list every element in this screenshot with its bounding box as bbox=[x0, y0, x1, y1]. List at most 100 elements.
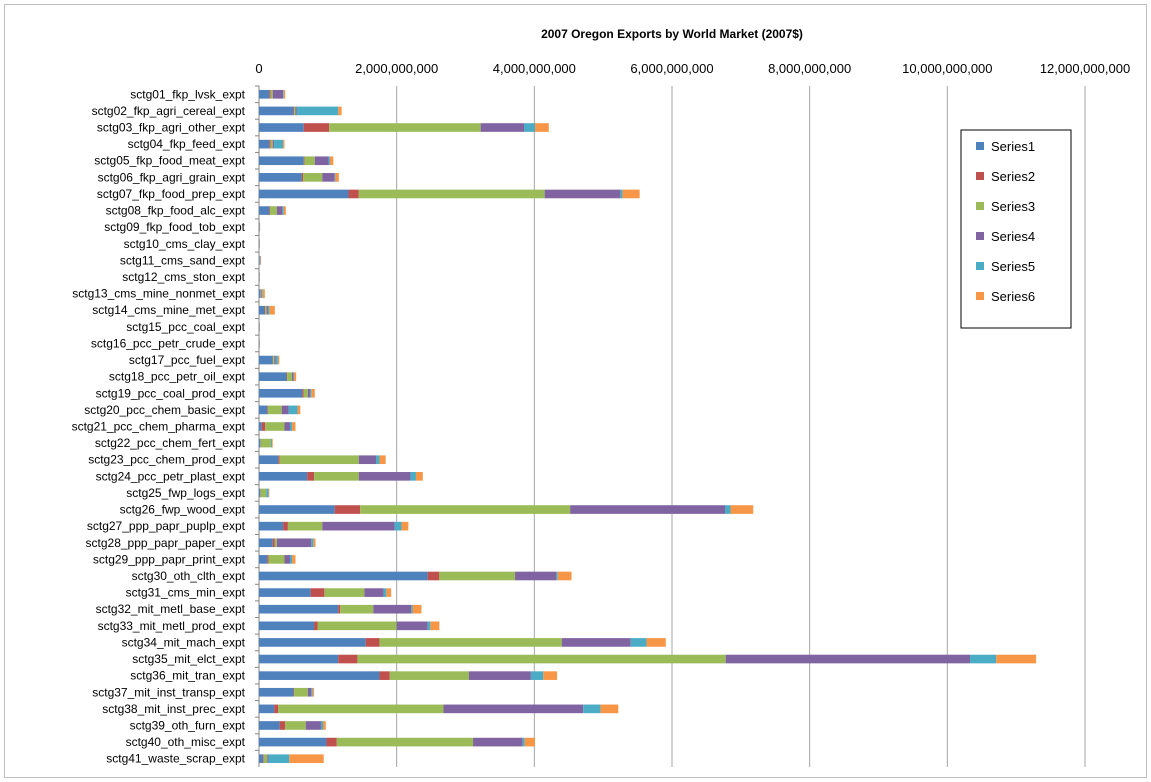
category-label: sctg26_fwp_wood_expt bbox=[120, 503, 246, 517]
bar-segment bbox=[259, 671, 380, 680]
bar-segment bbox=[278, 704, 444, 714]
bar-segment bbox=[259, 488, 261, 498]
bar-segment bbox=[530, 671, 544, 680]
bar-segment bbox=[260, 438, 272, 448]
bar-segment bbox=[283, 206, 286, 215]
chart-title: 2007 Oregon Exports by World Market (200… bbox=[541, 27, 803, 41]
bar-segment bbox=[264, 305, 266, 315]
legend-swatch bbox=[976, 232, 984, 240]
bar-segment bbox=[269, 139, 271, 149]
bar-segment bbox=[336, 737, 474, 747]
x-tick-label: 6,000,000,000 bbox=[630, 61, 713, 76]
bar-segment bbox=[267, 754, 269, 764]
x-tick-label: 12,000,000,000 bbox=[1040, 61, 1130, 76]
bar-segment bbox=[260, 289, 262, 298]
bar-segment bbox=[338, 604, 341, 614]
bar-segment bbox=[295, 106, 297, 116]
bar-segment bbox=[334, 173, 336, 182]
category-label: sctg05_fkp_food_meat_expt bbox=[94, 154, 245, 168]
bar-segment bbox=[303, 173, 323, 182]
bar-segment bbox=[730, 505, 754, 514]
bar-segment bbox=[270, 89, 273, 99]
bar-segment bbox=[294, 372, 297, 381]
x-axis: 0 2,000,000,000 4,000,000,000 6,000,000,000… bbox=[255, 61, 1130, 767]
bar-segment bbox=[324, 588, 365, 597]
bar-segment bbox=[268, 488, 270, 498]
bar-segment bbox=[263, 754, 268, 764]
bar-segment bbox=[357, 654, 726, 664]
category-label: sctg16_pcc_petr_crude_expt bbox=[91, 336, 246, 350]
bar-segment bbox=[310, 588, 325, 597]
category-label: sctg32_mit_metl_base_expt bbox=[96, 602, 246, 616]
category-label: sctg41_waste_scrap_expt bbox=[106, 752, 245, 766]
category-label: sctg12_cms_ston_expt bbox=[122, 270, 245, 284]
bar-segment bbox=[262, 289, 263, 298]
bar-segment bbox=[427, 621, 431, 631]
bar-segment bbox=[267, 555, 269, 564]
category-label: sctg13_cms_mine_nonmet_expt bbox=[72, 287, 245, 301]
category-label: sctg22_pcc_chem_fert_expt bbox=[95, 436, 246, 450]
bar-segment bbox=[329, 123, 481, 132]
bar-segment bbox=[535, 123, 549, 132]
category-label: sctg09_fkp_food_tob_expt bbox=[104, 220, 245, 234]
bar-segment bbox=[259, 754, 264, 764]
bar-segment bbox=[259, 289, 261, 298]
bar-segment bbox=[259, 156, 304, 166]
bar-segment bbox=[364, 588, 384, 597]
bar-segment bbox=[268, 555, 285, 564]
bar-segment bbox=[260, 488, 267, 498]
legend-swatch bbox=[976, 142, 984, 150]
bar-segment bbox=[259, 721, 280, 730]
bar-segment bbox=[557, 571, 572, 581]
bar-segment bbox=[304, 156, 315, 166]
bar-segment bbox=[970, 654, 997, 664]
bar-segment bbox=[411, 604, 413, 614]
category-label: sctg27_ppp_papr_puplp_expt bbox=[87, 519, 246, 533]
gridlines bbox=[396, 86, 1086, 767]
bar-segment bbox=[360, 505, 571, 514]
bar-segment bbox=[314, 472, 359, 481]
category-label: sctg02_fkp_agri_cereal_expt bbox=[92, 104, 246, 118]
bar-segment bbox=[439, 571, 516, 581]
bar-segment bbox=[259, 438, 261, 448]
bar-segment bbox=[292, 555, 296, 564]
legend-swatch bbox=[976, 292, 984, 300]
bar-segment bbox=[338, 106, 342, 116]
bar-segment bbox=[261, 422, 266, 431]
category-label: sctg25_fwp_logs_expt bbox=[126, 486, 245, 500]
bar-segment bbox=[312, 687, 315, 697]
bar-segment bbox=[276, 538, 312, 548]
category-label: sctg40_oth_misc_expt bbox=[126, 735, 246, 749]
legend-swatch bbox=[976, 262, 984, 270]
category-label: sctg24_pcc_petr_plast_expt bbox=[96, 469, 246, 483]
legend-label: Series6 bbox=[991, 289, 1035, 304]
bar-segment bbox=[314, 621, 318, 631]
bar-segment bbox=[556, 571, 558, 581]
bar-segment bbox=[396, 621, 428, 631]
bar-segment bbox=[286, 372, 288, 381]
legend-label: Series1 bbox=[991, 139, 1035, 154]
bar-segment bbox=[348, 189, 359, 199]
bar-segment bbox=[996, 654, 1037, 664]
bar-segment bbox=[272, 139, 275, 149]
bar-segment bbox=[314, 156, 329, 166]
x-tick-label: 4,000,000,000 bbox=[493, 61, 576, 76]
bar-segment bbox=[524, 123, 536, 132]
bar-segment bbox=[274, 704, 279, 714]
bar-segment bbox=[272, 538, 275, 548]
bar-segment bbox=[480, 123, 525, 132]
bar-segment bbox=[340, 604, 374, 614]
bar-segment bbox=[259, 687, 294, 697]
bars bbox=[259, 89, 1037, 764]
bar-segment bbox=[289, 555, 293, 564]
legend-label: Series3 bbox=[991, 199, 1035, 214]
bar-segment bbox=[311, 388, 315, 398]
bar-segment bbox=[301, 173, 304, 182]
bar-segment bbox=[335, 173, 339, 182]
category-label: sctg31_cms_min_expt bbox=[126, 586, 246, 600]
bar-segment bbox=[267, 405, 282, 415]
category-axis: sctg01_fkp_lvsk_expt sctg02_fkp_agri_cere… bbox=[72, 85, 259, 766]
bar-segment bbox=[272, 89, 284, 99]
category-label: sctg03_fkp_agri_other_expt bbox=[97, 121, 246, 135]
